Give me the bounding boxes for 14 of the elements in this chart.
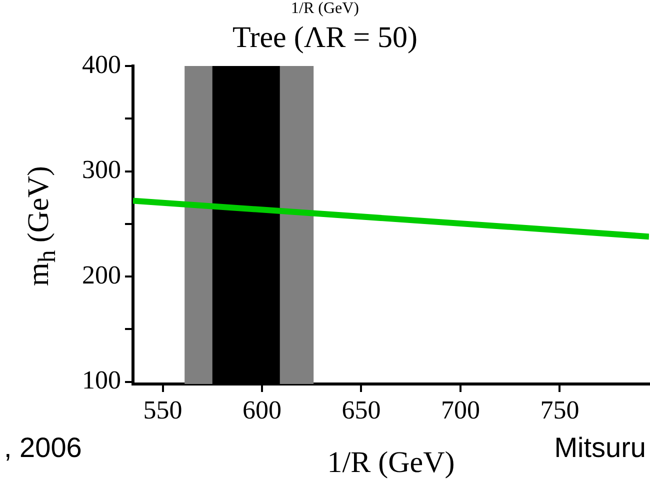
x-tick-label: 650 — [342, 395, 381, 424]
x-axis-title: 1/R (GeV) — [327, 446, 455, 479]
y-tick-label: 200 — [82, 260, 121, 290]
x-tick-label: 750 — [540, 395, 580, 424]
text: Mitsuru — [554, 432, 646, 464]
text: 1/R (GeV) — [290, 0, 360, 18]
y-tick-label: 100 — [82, 366, 121, 395]
x-tick-label: 550 — [143, 395, 182, 424]
x-tick-label: 700 — [440, 395, 480, 424]
y-tick-label: 300 — [82, 155, 121, 184]
text: , 2006 — [4, 432, 82, 464]
y-tick-label: 400 — [82, 50, 121, 79]
x-tick-label: 600 — [242, 395, 282, 424]
chart-title: Tree (ΛR = 50) — [232, 21, 418, 54]
